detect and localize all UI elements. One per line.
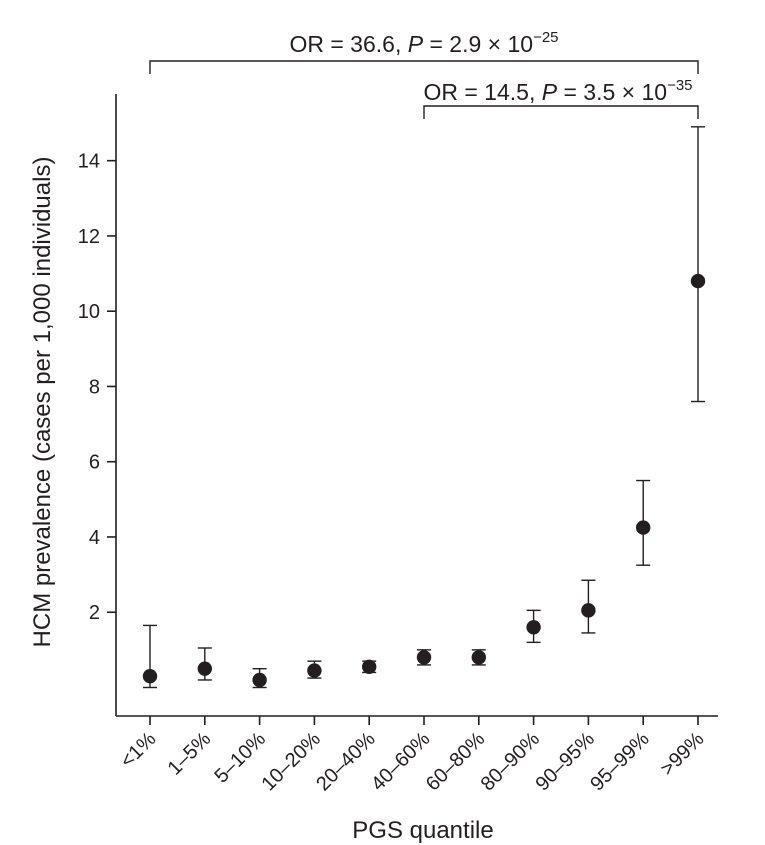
annotation-bracket-1 xyxy=(149,60,699,74)
data-point-group-2 xyxy=(252,667,267,689)
annotation-p-symbol-2: P xyxy=(542,79,558,105)
data-point-group-10 xyxy=(690,126,706,403)
data-point-group-5 xyxy=(416,649,432,666)
data-point-group-0 xyxy=(142,624,158,689)
x-tick-label-5: 40–60% xyxy=(367,728,435,796)
data-marks xyxy=(142,126,706,689)
data-point-4 xyxy=(362,659,377,675)
annotation-or-2: OR = 14.5, xyxy=(423,79,541,105)
data-point-1 xyxy=(197,661,212,676)
data-point-5 xyxy=(416,650,432,665)
x-axis-title: PGS quantile xyxy=(352,817,493,844)
y-ticks: 2 4 6 8 10 12 14 xyxy=(78,151,116,624)
annotations: OR = 36.6, P = 2.9 × 10−25 OR = 14.5, P … xyxy=(149,29,699,119)
annotation-label-1: OR = 36.6, P = 2.9 × 10−25 xyxy=(289,29,558,57)
x-tick-label-3: 10–20% xyxy=(257,728,325,796)
x-tick-label-8: 90–95% xyxy=(531,728,599,796)
data-point-6 xyxy=(471,650,486,665)
data-point-2 xyxy=(252,672,267,688)
y-tick-label-2: 2 xyxy=(89,602,100,624)
y-tick-label-8: 8 xyxy=(89,376,100,398)
y-axis-title: HCM prevalence (cases per 1,000 individu… xyxy=(29,157,56,648)
annotation-p-value-2: = 3.5 × 10 xyxy=(557,79,667,105)
annotation-exponent-1: −25 xyxy=(533,29,558,46)
x-tick-label-0: <1% xyxy=(116,728,160,772)
annotation-p-symbol-1: P xyxy=(408,31,424,57)
data-point-group-8 xyxy=(581,579,596,634)
x-tick-label-9: 95–99% xyxy=(586,728,654,796)
data-point-7 xyxy=(526,620,541,635)
data-point-group-3 xyxy=(307,660,322,679)
data-point-0 xyxy=(142,669,158,684)
data-point-group-4 xyxy=(362,659,377,675)
x-ticks: <1% 1–5%5–10%10–20%20–40%40–60%60–80%80–9… xyxy=(116,716,709,796)
annotation-exponent-2: −35 xyxy=(667,77,692,94)
y-tick-label-4: 4 xyxy=(89,527,100,549)
data-point-group-9 xyxy=(636,479,651,566)
data-point-9 xyxy=(636,520,651,535)
y-tick-label-12: 12 xyxy=(78,226,100,248)
x-tick-label-1: 1–5% xyxy=(164,728,216,780)
y-tick-label-10: 10 xyxy=(78,301,100,323)
x-tick-label-4: 20–40% xyxy=(312,728,380,796)
data-point-3 xyxy=(307,663,322,678)
x-tick-label-10: >99% xyxy=(656,728,708,780)
data-point-10 xyxy=(690,273,706,289)
annotation-or-1: OR = 36.6, xyxy=(289,31,407,57)
annotation-p-value-1: = 2.9 × 10 xyxy=(423,31,533,57)
y-tick-label-6: 6 xyxy=(89,452,100,474)
annotation-bracket-2 xyxy=(423,105,699,119)
data-point-group-7 xyxy=(526,609,541,644)
y-tick-label-14: 14 xyxy=(78,151,100,173)
data-point-group-1 xyxy=(197,647,212,681)
x-tick-label-7: 80–90% xyxy=(477,728,545,796)
x-tick-label-6: 60–80% xyxy=(422,728,490,796)
data-point-8 xyxy=(581,603,596,618)
data-point-group-6 xyxy=(471,649,486,666)
annotation-label-2: OR = 14.5, P = 3.5 × 10−35 xyxy=(423,77,692,105)
